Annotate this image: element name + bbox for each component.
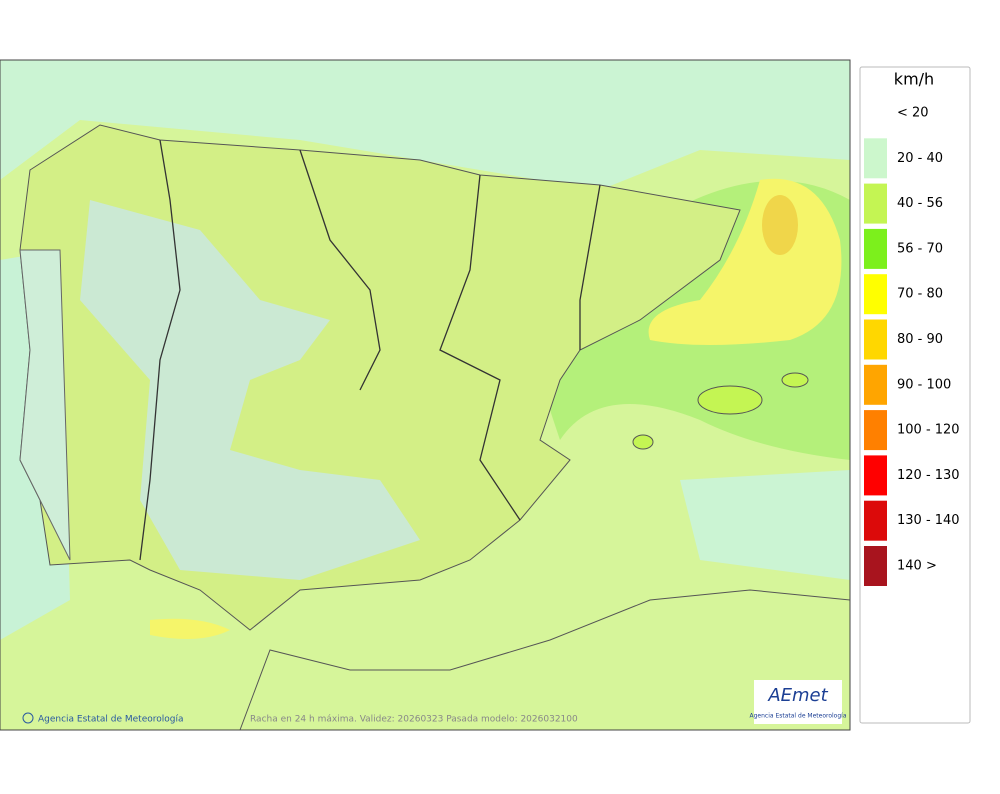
legend-label: < 20 xyxy=(897,106,929,121)
mallorca xyxy=(697,385,763,415)
map: Agencia Estatal de Meteorología Racha en… xyxy=(0,59,851,731)
legend-label: 120 - 130 xyxy=(897,468,960,483)
legend-label: 20 - 40 xyxy=(897,151,943,166)
legend-swatch xyxy=(864,274,887,315)
legend-label: 40 - 56 xyxy=(897,196,943,211)
legend-label: 70 - 80 xyxy=(897,287,943,302)
sea-north xyxy=(0,60,850,190)
legend: km/h < 20 20 - 40 40 - 56 56 - 70 70 - 80 80 … xyxy=(859,66,971,724)
portugal xyxy=(19,249,71,561)
legend-swatch xyxy=(864,455,887,496)
legend-label: 80 - 90 xyxy=(897,332,943,347)
gust-zone xyxy=(762,195,798,255)
legend-label: 56 - 70 xyxy=(897,241,943,256)
gust-zone xyxy=(150,618,230,639)
legend-title: km/h xyxy=(894,70,934,89)
legend-swatch xyxy=(864,138,887,179)
logo-subtitle: Agencia Estatal de Meteorología xyxy=(750,713,847,720)
legend-label: 130 - 140 xyxy=(897,513,960,528)
legend-swatch xyxy=(864,410,887,451)
legend-swatch xyxy=(864,364,887,405)
copyright-icon xyxy=(22,712,34,724)
borders xyxy=(139,139,601,561)
credit: Agencia Estatal de Meteorología xyxy=(38,715,184,725)
caption: Racha en 24 h máxima. Validez: 20260323 … xyxy=(250,715,578,725)
legend-swatch xyxy=(864,500,887,541)
legend-swatch xyxy=(864,183,887,224)
menorca xyxy=(781,372,809,388)
legend-swatch xyxy=(864,228,887,269)
sea-zone xyxy=(680,470,850,580)
legend-label: 100 - 120 xyxy=(897,423,960,438)
ibiza xyxy=(632,434,654,450)
legend-swatch xyxy=(864,319,887,360)
map-frame xyxy=(0,59,851,731)
africa-coast xyxy=(239,589,851,731)
legend-swatch xyxy=(864,546,887,586)
low-wind-zone xyxy=(80,200,420,580)
legend-label: 90 - 100 xyxy=(897,377,951,392)
legend-box xyxy=(859,66,971,724)
legend-label: 140 > xyxy=(897,559,937,574)
logo-box xyxy=(754,680,842,724)
logo: AEmet xyxy=(767,685,828,706)
